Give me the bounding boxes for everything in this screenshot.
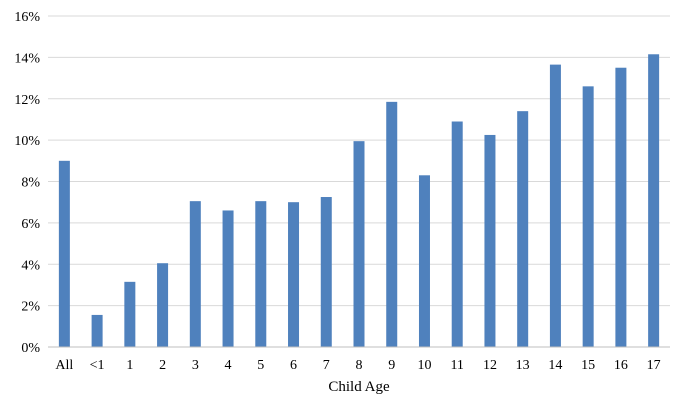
y-tick-label: 6%	[21, 217, 40, 232]
bar	[91, 314, 103, 347]
x-tick-label: 13	[516, 358, 530, 373]
x-tick-label: 15	[581, 358, 595, 373]
bar	[418, 175, 430, 347]
x-tick-label: <1	[90, 358, 105, 373]
x-axis-ticks: All <1 1 2 3 4 5 6 7 8 9 10 11 12 13 14 15 16 17	[55, 358, 660, 373]
y-tick-label: 0%	[21, 341, 40, 356]
bar	[484, 134, 496, 347]
x-tick-label: 3	[192, 358, 199, 373]
x-tick-label: 8	[356, 358, 363, 373]
bar	[353, 141, 365, 347]
x-tick-label: 12	[483, 358, 497, 373]
x-tick-label: 17	[647, 358, 661, 373]
x-tick-label: 16	[614, 358, 628, 373]
y-tick-label: 2%	[21, 300, 40, 315]
bar	[157, 263, 169, 347]
x-tick-label: 11	[450, 358, 463, 373]
x-tick-label: 9	[388, 358, 395, 373]
x-axis-title: Child Age	[328, 379, 390, 395]
y-tick-label: 16%	[14, 10, 40, 25]
x-tick-label: 6	[290, 358, 297, 373]
x-tick-label: 10	[417, 358, 431, 373]
x-tick-label: 7	[323, 358, 330, 373]
y-tick-label: 14%	[14, 51, 40, 66]
bar	[189, 201, 201, 347]
y-tick-label: 10%	[14, 134, 40, 149]
y-tick-label: 4%	[21, 258, 40, 273]
bar	[386, 101, 398, 348]
x-tick-label: 5	[257, 358, 264, 373]
y-axis-ticks: 0% 2% 4% 6% 8% 10% 12% 14% 16%	[14, 10, 40, 356]
bar	[58, 160, 70, 347]
x-tick-label: 1	[126, 358, 133, 373]
bar	[648, 54, 660, 347]
x-tick-label: All	[55, 358, 73, 373]
x-tick-label: 4	[225, 358, 232, 373]
bar	[288, 202, 300, 347]
y-tick-label: 8%	[21, 176, 40, 191]
bar	[124, 281, 136, 347]
bar	[582, 86, 594, 348]
x-tick-label: 14	[548, 358, 562, 373]
bar	[255, 201, 267, 347]
bar	[320, 197, 332, 347]
bar	[517, 111, 529, 347]
bars	[58, 54, 660, 348]
bar	[451, 121, 463, 347]
bar	[615, 67, 627, 347]
bar	[549, 64, 561, 347]
bar	[222, 210, 234, 347]
y-tick-label: 12%	[14, 93, 40, 108]
x-tick-label: 2	[159, 358, 166, 373]
